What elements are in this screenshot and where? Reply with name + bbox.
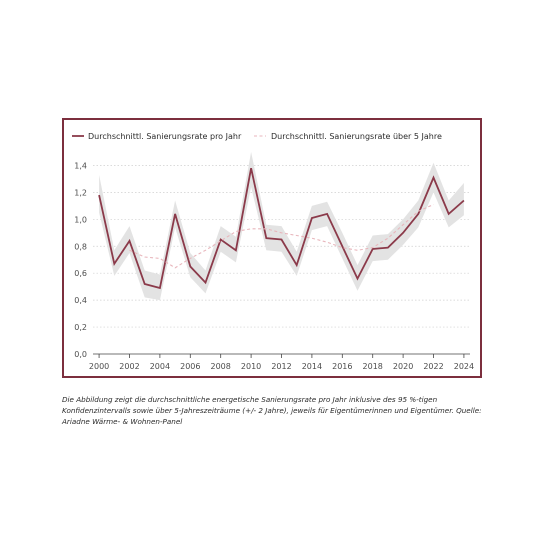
y-tick-label: 0,0 (74, 350, 87, 359)
x-tick-label: 2004 (150, 362, 170, 371)
x-tick-label: 2008 (211, 362, 231, 371)
x-tick-label: 2016 (332, 362, 352, 371)
y-tick-label: 1,0 (74, 215, 87, 224)
x-tick-label: 2000 (89, 362, 109, 371)
y-tick-label: 1,2 (74, 188, 87, 197)
x-tick-label: 2024 (454, 362, 474, 371)
legend-label-5year: Durchschnittl. Sanierungsrate über 5 Jah… (271, 132, 442, 141)
confidence-band (99, 152, 464, 301)
line-chart: 0,0 0,2 0,4 0,6 0,8 1,0 1,2 1,4 2000 2002 2004 2006… (72, 132, 474, 371)
y-tick-label: 0,8 (74, 242, 87, 251)
y-tick-label: 1,4 (74, 161, 87, 170)
x-tick-label: 2018 (363, 362, 383, 371)
x-tick-label: 2002 (119, 362, 139, 371)
x-tick-label: 2022 (423, 362, 443, 371)
x-tick-label: 2014 (302, 362, 322, 371)
x-tick-label: 2012 (271, 362, 291, 371)
figure-caption: Die Abbildung zeigt die durchschnittlich… (62, 395, 482, 426)
legend-label-annual: Durchschnittl. Sanierungsrate pro Jahr (88, 132, 242, 141)
x-tick-label: 2010 (241, 362, 261, 371)
x-tick-label: 2020 (393, 362, 413, 371)
y-tick-label: 0,2 (74, 323, 87, 332)
series-line-annual (98, 168, 465, 290)
y-tick-label: 0,4 (74, 296, 87, 305)
chart-frame: 0,0 0,2 0,4 0,6 0,8 1,0 1,2 1,4 2000 2002 2004 2006… (62, 118, 482, 378)
y-tick-label: 0,6 (74, 269, 87, 278)
x-tick-label: 2006 (180, 362, 200, 371)
